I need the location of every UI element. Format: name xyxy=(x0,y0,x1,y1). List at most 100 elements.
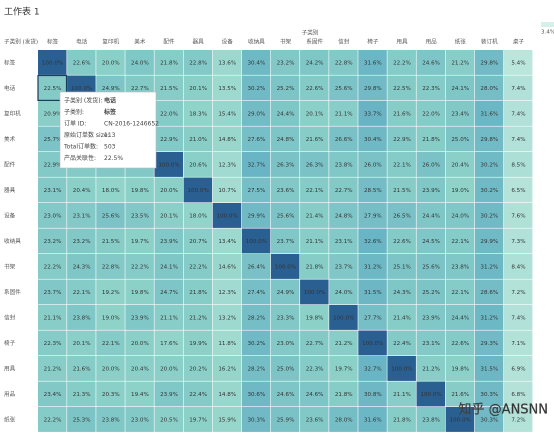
cell xyxy=(125,177,154,203)
cell xyxy=(154,177,183,203)
cell xyxy=(67,50,96,75)
cell xyxy=(416,356,446,381)
cell xyxy=(358,75,387,101)
cell xyxy=(416,152,446,177)
cell-label: 21.5% xyxy=(393,188,411,194)
cell xyxy=(445,228,475,254)
cell-label: 25.0% xyxy=(451,137,469,143)
cell xyxy=(241,305,271,330)
cell-label: 18.0% xyxy=(189,213,207,219)
cell-label: 29.8% xyxy=(364,86,382,92)
cell-label: 22.1% xyxy=(102,341,120,347)
cell xyxy=(358,203,387,228)
y-tick-label: 椅子 xyxy=(4,339,16,347)
cell-label: 18.0% xyxy=(102,188,120,194)
cell xyxy=(241,279,271,305)
cell xyxy=(358,381,387,407)
cell-label: 21.2% xyxy=(189,315,207,321)
cell xyxy=(387,228,416,254)
cell-label: 23.1% xyxy=(335,239,353,245)
cell xyxy=(503,101,533,126)
cell-label: 26.5% xyxy=(393,213,411,219)
cell-label: 7.1% xyxy=(511,341,525,347)
cell-label: 28.0% xyxy=(335,417,353,423)
cell xyxy=(300,407,329,432)
cell xyxy=(358,356,387,381)
cell-label: 24.4% xyxy=(451,315,469,321)
cell-label: 30.4% xyxy=(364,137,382,143)
cell xyxy=(270,330,300,356)
cell-label: 22.1% xyxy=(73,290,91,296)
tooltip-label: 原始订单数 size: xyxy=(64,131,110,139)
cell xyxy=(270,228,300,254)
cell xyxy=(125,203,154,228)
y-tick-label: 器具 xyxy=(4,187,16,194)
cell-label: 25.2% xyxy=(422,290,440,296)
cell xyxy=(183,254,213,279)
cell xyxy=(358,254,387,279)
cell xyxy=(183,305,213,330)
cell xyxy=(329,203,358,228)
cell xyxy=(387,152,416,177)
cell xyxy=(503,126,533,152)
cell-label: 21.0% xyxy=(189,137,207,143)
cell xyxy=(212,152,242,177)
cell-label: 23.9% xyxy=(422,188,440,194)
cell xyxy=(387,50,416,75)
tooltip-value: 503 xyxy=(104,144,116,151)
cell-label: 26.6% xyxy=(335,137,353,143)
cell xyxy=(416,75,446,101)
cell-label: 21.4% xyxy=(306,213,324,219)
cell xyxy=(67,407,96,432)
y-tick-label: 信封 xyxy=(4,313,16,321)
cell xyxy=(300,356,329,381)
cell-label: 20.1% xyxy=(160,213,178,219)
cell xyxy=(358,279,387,305)
cell xyxy=(67,228,96,254)
cell-label: 24.6% xyxy=(277,392,295,398)
cell xyxy=(270,254,300,279)
y-tick-label: 系固件 xyxy=(4,288,21,296)
cell-label: 22.3% xyxy=(306,366,324,372)
y-tick-label: 美术 xyxy=(4,135,16,143)
cell xyxy=(445,203,475,228)
cell-label: 24.1% xyxy=(451,86,469,92)
cell-label: 15.4% xyxy=(218,111,236,117)
cell xyxy=(416,407,446,432)
cell-label: 22.5% xyxy=(44,86,62,92)
cell xyxy=(38,279,67,305)
cell xyxy=(300,203,329,228)
cell-label: 26.0% xyxy=(422,162,440,168)
cell-label: 20.5% xyxy=(160,417,178,423)
cell xyxy=(416,228,446,254)
cell-label: 20.4% xyxy=(131,366,149,372)
cell-label: 7.2% xyxy=(511,290,525,296)
cell-label: 100.0% xyxy=(187,188,208,194)
cell xyxy=(503,152,533,177)
cell-label: 17.6% xyxy=(160,341,178,347)
cell xyxy=(96,356,125,381)
tooltip-value: 标签 xyxy=(103,108,117,116)
cell-label: 23.5% xyxy=(131,213,149,219)
cell-label: 20.9% xyxy=(44,111,62,117)
cell-label: 21.1% xyxy=(160,315,178,321)
cell xyxy=(445,50,475,75)
x-tick-label: 桌子 xyxy=(513,38,525,46)
cell-label: 23.9% xyxy=(131,315,149,321)
cell-label: 33.7% xyxy=(364,111,382,117)
cell-label: 22.6% xyxy=(451,341,469,347)
cell xyxy=(445,101,475,126)
cell-label: 22.1% xyxy=(393,162,411,168)
cell xyxy=(329,279,358,305)
cell-label: 21.8% xyxy=(393,417,411,423)
cell xyxy=(96,177,125,203)
cell xyxy=(154,305,183,330)
cell xyxy=(212,254,242,279)
cell-label: 22.1% xyxy=(451,290,469,296)
cell xyxy=(358,126,387,152)
cell xyxy=(67,254,96,279)
y-tick-label: 标签 xyxy=(4,58,16,66)
cell-label: 21.8% xyxy=(306,264,324,270)
cell-label: 22.2% xyxy=(393,60,411,66)
cell xyxy=(329,50,358,75)
